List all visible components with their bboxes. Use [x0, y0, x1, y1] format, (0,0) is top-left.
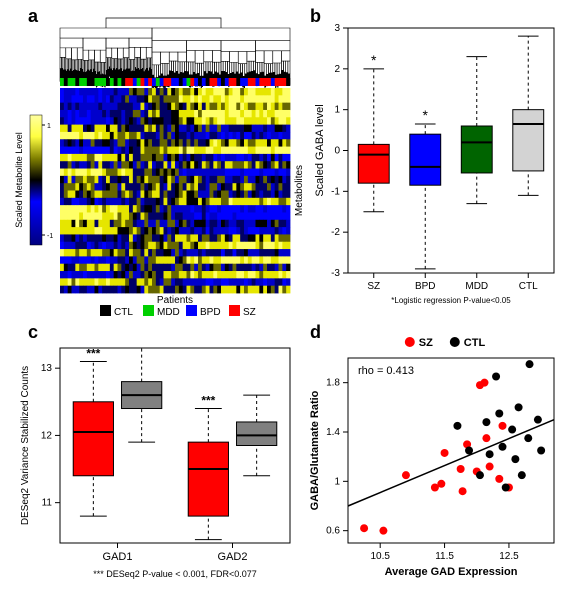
svg-text:2: 2 [334, 64, 340, 75]
svg-text:-1: -1 [331, 186, 340, 197]
svg-text:1: 1 [334, 105, 340, 116]
svg-text:***: *** [86, 346, 100, 360]
svg-text:1.4: 1.4 [326, 427, 340, 438]
svg-text:BPD: BPD [200, 307, 221, 318]
svg-text:DESeq2 Variance Stabilized Cou: DESeq2 Variance Stabilized Counts [20, 366, 31, 525]
svg-text:0: 0 [334, 146, 340, 157]
svg-text:13: 13 [41, 363, 53, 374]
svg-text:Average GAD Expression: Average GAD Expression [385, 566, 518, 578]
svg-text:SZ: SZ [243, 307, 256, 318]
svg-text:1: 1 [334, 476, 340, 487]
svg-text:BPD: BPD [415, 281, 436, 292]
svg-text:1: 1 [47, 123, 51, 130]
svg-text:***: *** [201, 394, 215, 408]
panel-d-scatter: 10.5 11.5 12.5 0.6 1 1.4 1.8 Average GAD Expres… [306, 324, 566, 584]
svg-text:SZ: SZ [367, 281, 380, 292]
svg-text:rho = 0.413: rho = 0.413 [358, 365, 414, 377]
svg-text:*Logistic regression P-value<0: *Logistic regression P-value<0.05 [391, 296, 511, 305]
svg-text:-2: -2 [331, 227, 340, 238]
svg-text:0.6: 0.6 [326, 526, 340, 537]
svg-text:GAD2: GAD2 [218, 551, 248, 563]
svg-text:Metabolites: Metabolites [294, 165, 305, 216]
svg-text:1.8: 1.8 [326, 378, 340, 389]
svg-text:MDD: MDD [465, 281, 488, 292]
svg-text:12.5: 12.5 [499, 551, 519, 562]
svg-text:Patients: Patients [157, 295, 193, 306]
svg-text:*: * [423, 107, 429, 123]
panel-b-boxplot: -3 -2 -1 0 1 2 3 Scaled GABA level * SZ * BPD MDD CTL… [308, 8, 567, 308]
svg-text:10.5: 10.5 [370, 551, 390, 562]
svg-text:GABA/Glutamate Ratio: GABA/Glutamate Ratio [309, 390, 321, 510]
svg-text:MDD: MDD [157, 307, 180, 318]
svg-text:*** DESeq2 P-value < 0.001, FD: *** DESeq2 P-value < 0.001, FDR<0.077 [93, 569, 257, 579]
svg-text:-1: -1 [47, 233, 53, 240]
svg-text:12: 12 [41, 430, 53, 441]
svg-text:Scaled Metabolite Level: Scaled Metabolite Level [14, 132, 24, 228]
svg-text:CTL: CTL [114, 307, 133, 318]
svg-text:SZ: SZ [419, 337, 433, 349]
svg-text:*: * [371, 52, 377, 68]
svg-text:3: 3 [334, 23, 340, 34]
svg-text:Scaled GABA level: Scaled GABA level [314, 104, 326, 196]
svg-text:CTL: CTL [464, 337, 486, 349]
svg-text:11: 11 [42, 498, 53, 509]
svg-text:CTL: CTL [519, 281, 538, 292]
panel-c-boxplot: 11 12 13 DESeq2 Variance Stabilized Counts *… [12, 336, 322, 596]
svg-text:GAD1: GAD1 [103, 551, 133, 563]
svg-text:11.5: 11.5 [435, 551, 454, 562]
svg-text:-3: -3 [331, 268, 340, 279]
